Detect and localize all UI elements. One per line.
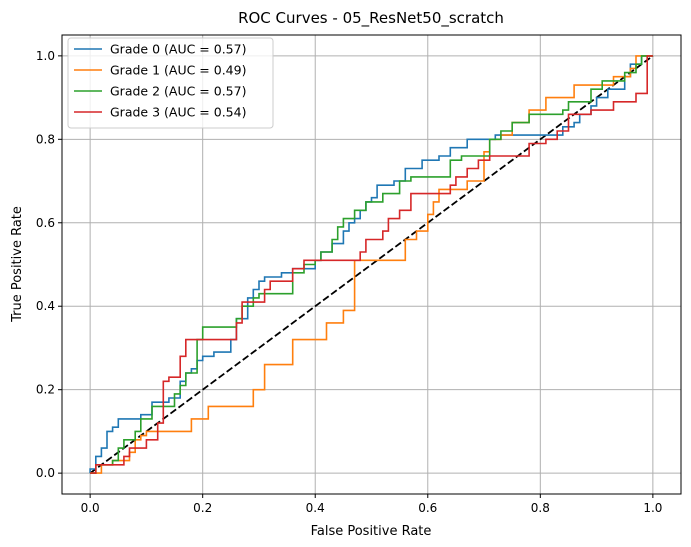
x-tick-label: 0.4 [306, 501, 325, 515]
diagonal-reference [89, 55, 654, 474]
y-tick-label: 0.2 [36, 383, 55, 397]
series-lines [89, 55, 653, 474]
x-tick-label: 0.0 [81, 501, 100, 515]
y-tick-label: 0.8 [36, 132, 55, 146]
roc-curve-grade-3 [90, 55, 653, 474]
legend-label: Grade 0 (AUC = 0.57) [110, 42, 246, 57]
legend: Grade 0 (AUC = 0.57) Grade 1 (AUC = 0.49)… [67, 37, 274, 129]
legend-box [67, 37, 274, 129]
x-tick-label: 0.6 [418, 501, 437, 515]
y-tick-label: 0.4 [36, 299, 55, 313]
x-tick-label: 0.8 [531, 501, 550, 515]
x-tick-label: 1.0 [643, 501, 662, 515]
x-axis-label: False Positive Rate [311, 524, 432, 539]
roc-curve-grade-2 [90, 55, 653, 474]
chart-title: ROC Curves - 05_ResNet50_scratch [238, 9, 504, 28]
axis-ticks: 0.0 0.2 0.4 0.6 0.8 1.0 0.0 0.2 0.4 0.6 0.8 1.0 [36, 49, 663, 515]
legend-label: Grade 2 (AUC = 0.57) [110, 84, 246, 99]
legend-label: Grade 1 (AUC = 0.49) [110, 63, 246, 78]
y-tick-label: 0.0 [36, 466, 55, 480]
y-tick-label: 1.0 [36, 49, 55, 63]
y-axis-label: True Positive Rate [10, 206, 25, 323]
diagonal-line [89, 55, 654, 474]
legend-label: Grade 3 (AUC = 0.54) [110, 105, 246, 120]
roc-curve-grade-1 [90, 55, 653, 474]
plot-frame [61, 34, 682, 495]
x-tick-label: 0.2 [193, 501, 212, 515]
y-tick-label: 0.6 [36, 216, 55, 230]
